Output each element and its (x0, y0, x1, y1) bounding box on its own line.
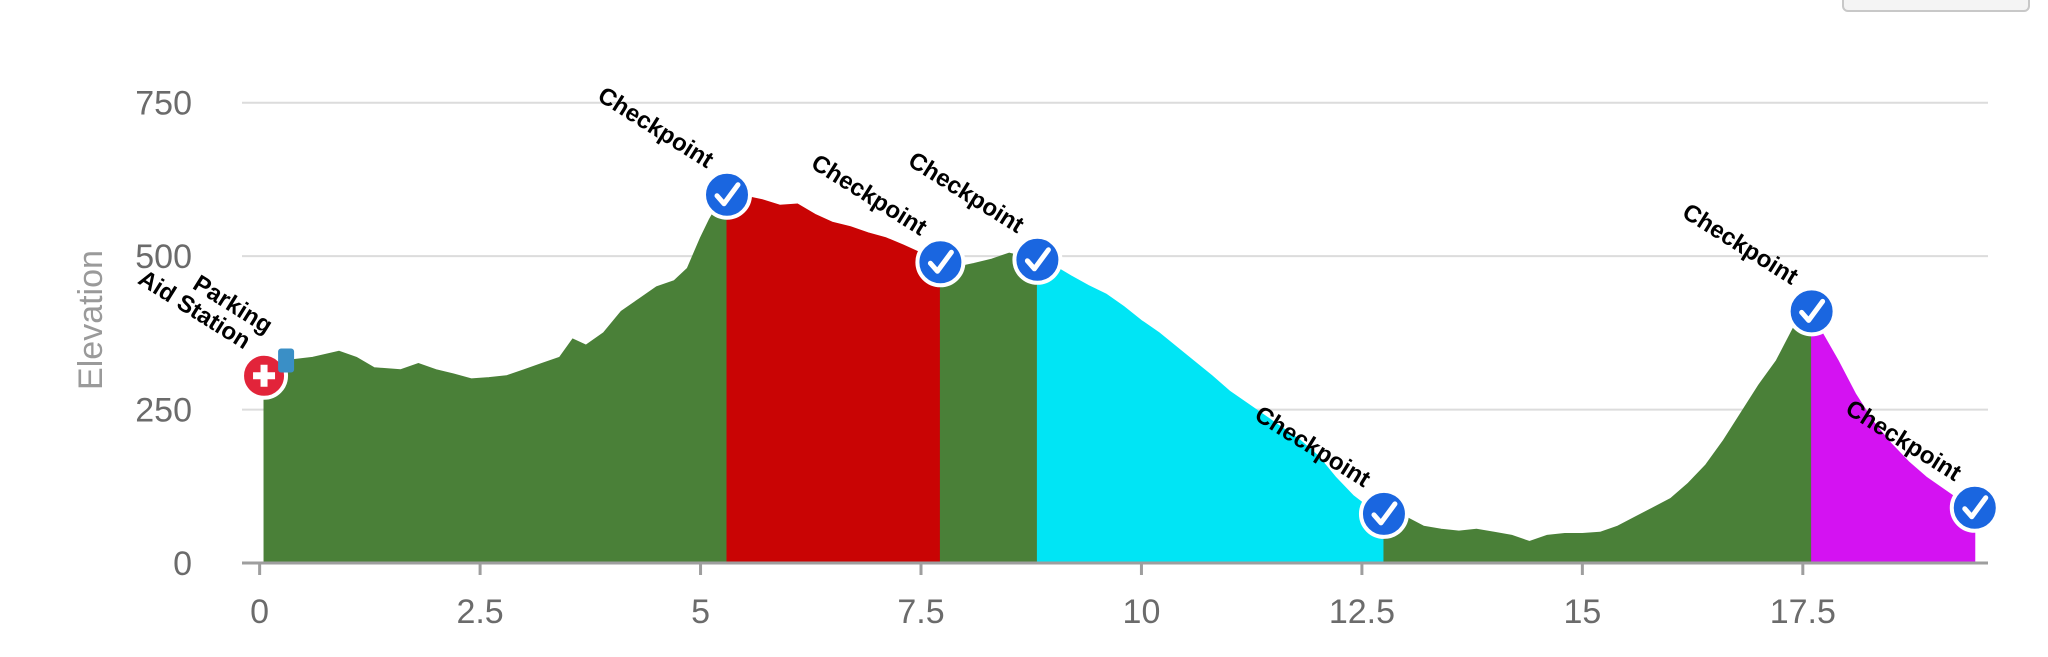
profile-segment (1036, 259, 1385, 564)
top-right-button[interactable] (1842, 0, 2030, 12)
x-tick-label: 15 (1563, 593, 1601, 631)
x-tick-label: 10 (1123, 593, 1161, 631)
profile-segment (726, 194, 941, 564)
check-icon (1962, 495, 1989, 520)
checkpoint-icon (1949, 482, 2000, 533)
check-icon (1799, 298, 1826, 323)
x-tick-label: 12.5 (1329, 593, 1395, 631)
x-tick-label: 17.5 (1770, 593, 1836, 631)
checkpoint-icon (702, 169, 752, 220)
y-tick-label: 250 (135, 392, 192, 430)
parking-icon (278, 348, 295, 373)
checkpoint-icon (1358, 488, 1409, 539)
checkpoint-icon (1012, 234, 1063, 285)
elevation-profile (263, 193, 1976, 564)
check-icon (1024, 247, 1051, 272)
profile-segment (263, 193, 728, 564)
y-tick-label: 0 (173, 545, 192, 583)
check-icon (1371, 501, 1398, 526)
checkpoint-label: Checkpoint (593, 82, 718, 174)
plus-icon (253, 364, 276, 387)
checkpoint-icon (915, 237, 966, 288)
x-tick-label: 2.5 (456, 593, 503, 631)
x-tick-label: 0 (250, 593, 269, 631)
x-axis-ticks: 0 2.5 5 7.5 10 12.5 15 17.5 (250, 563, 1836, 631)
checkpoint-icon (1786, 286, 1837, 337)
y-tick-label: 500 (135, 238, 192, 276)
checkpoint-label: Checkpoint (1678, 198, 1803, 290)
profile-segment (1383, 310, 1813, 564)
y-axis-ticks: 0 250 500 750 (135, 85, 192, 583)
x-tick-label: 5 (691, 593, 710, 631)
check-icon (714, 182, 741, 207)
x-tick-label: 7.5 (897, 593, 944, 631)
check-icon (927, 249, 954, 274)
y-tick-label: 750 (135, 85, 192, 123)
checkpoint-marker[interactable]: Checkpoint (1678, 198, 1837, 337)
y-axis-title: Elevation (72, 250, 110, 390)
profile-segment (939, 252, 1038, 564)
